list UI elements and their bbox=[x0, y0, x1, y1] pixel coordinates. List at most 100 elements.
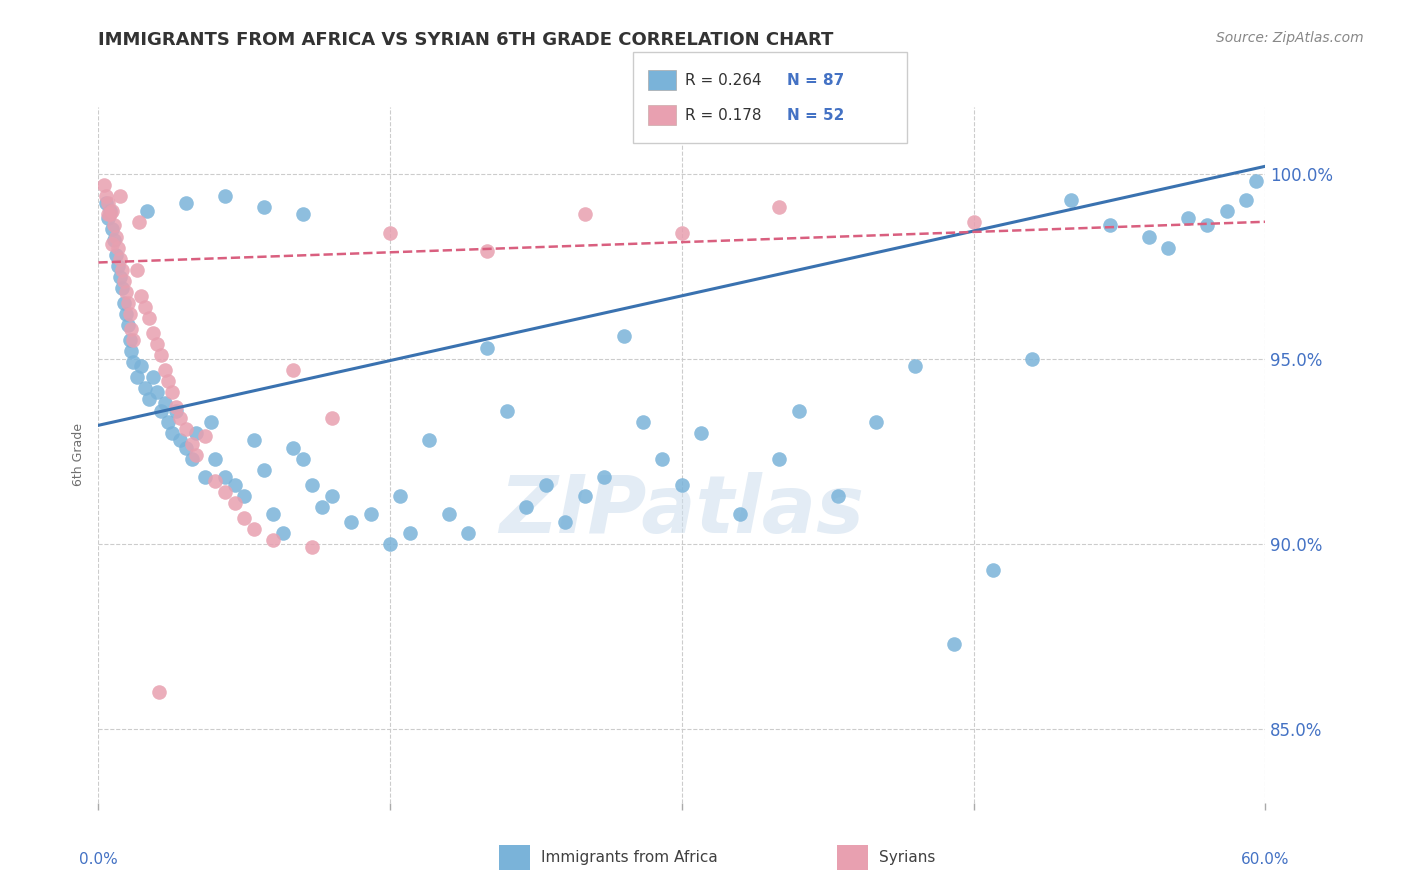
Point bbox=[118, 307, 141, 321]
Point bbox=[388, 489, 411, 503]
Point bbox=[128, 215, 150, 229]
Point bbox=[107, 241, 129, 255]
Point bbox=[671, 477, 693, 491]
Point bbox=[174, 422, 197, 436]
Point bbox=[281, 441, 304, 455]
Point bbox=[169, 411, 191, 425]
Point bbox=[180, 437, 202, 451]
Text: N = 52: N = 52 bbox=[787, 108, 845, 122]
Point bbox=[262, 533, 284, 547]
Point bbox=[169, 433, 191, 447]
Text: N = 87: N = 87 bbox=[787, 73, 845, 87]
Point bbox=[827, 489, 849, 503]
Point bbox=[728, 507, 751, 521]
Point bbox=[117, 296, 139, 310]
Point bbox=[104, 229, 127, 244]
Point bbox=[612, 329, 634, 343]
Text: R = 0.178: R = 0.178 bbox=[685, 108, 761, 122]
Point bbox=[148, 685, 170, 699]
Point bbox=[153, 396, 176, 410]
Point bbox=[233, 511, 256, 525]
Point bbox=[97, 211, 120, 225]
Point bbox=[243, 433, 266, 447]
Point bbox=[534, 477, 557, 491]
Point bbox=[97, 207, 120, 221]
Point bbox=[378, 226, 402, 240]
Text: ZIPatlas: ZIPatlas bbox=[499, 472, 865, 549]
Text: R = 0.264: R = 0.264 bbox=[685, 73, 761, 87]
Point bbox=[378, 537, 402, 551]
Point bbox=[101, 237, 124, 252]
Point bbox=[768, 451, 790, 466]
Point bbox=[165, 400, 187, 414]
Point bbox=[162, 384, 184, 399]
Point bbox=[97, 196, 120, 211]
Point bbox=[671, 226, 693, 240]
Point bbox=[291, 207, 314, 221]
Point bbox=[865, 415, 887, 429]
Point bbox=[574, 207, 596, 221]
Point bbox=[98, 203, 121, 218]
Point bbox=[174, 441, 197, 455]
Point bbox=[184, 448, 207, 462]
Point bbox=[146, 337, 169, 351]
Point bbox=[321, 489, 343, 503]
Point bbox=[1234, 193, 1257, 207]
Point bbox=[121, 322, 143, 336]
Point bbox=[477, 244, 499, 259]
Point bbox=[631, 415, 654, 429]
Point bbox=[118, 333, 141, 347]
Point bbox=[311, 500, 333, 514]
Point bbox=[1060, 193, 1083, 207]
Point bbox=[271, 525, 294, 540]
Point bbox=[184, 425, 207, 440]
Point bbox=[103, 233, 125, 247]
Point bbox=[593, 470, 616, 484]
Text: Syrians: Syrians bbox=[879, 850, 935, 864]
Point bbox=[477, 341, 499, 355]
Point bbox=[108, 252, 131, 266]
Point bbox=[96, 196, 118, 211]
Point bbox=[301, 477, 323, 491]
Point bbox=[111, 281, 134, 295]
Point bbox=[112, 296, 135, 310]
Point bbox=[96, 189, 118, 203]
Point bbox=[301, 541, 323, 555]
Point bbox=[108, 270, 131, 285]
Point bbox=[136, 203, 159, 218]
Point bbox=[200, 415, 222, 429]
Point bbox=[233, 489, 256, 503]
Point bbox=[114, 307, 136, 321]
Point bbox=[690, 425, 713, 440]
Point bbox=[1137, 229, 1160, 244]
Point bbox=[98, 207, 121, 221]
Point bbox=[111, 263, 134, 277]
Point bbox=[112, 274, 135, 288]
Point bbox=[1215, 203, 1237, 218]
Point bbox=[214, 189, 236, 203]
Point bbox=[281, 363, 304, 377]
Text: 0.0%: 0.0% bbox=[79, 852, 118, 867]
Point bbox=[93, 178, 115, 192]
Point bbox=[157, 374, 180, 388]
Point bbox=[103, 219, 125, 233]
Point bbox=[153, 363, 176, 377]
Point bbox=[1157, 241, 1180, 255]
Point bbox=[224, 496, 246, 510]
Point bbox=[787, 403, 810, 417]
Point bbox=[121, 344, 143, 359]
Point bbox=[134, 381, 156, 395]
Point bbox=[127, 370, 149, 384]
Point bbox=[224, 477, 246, 491]
Point bbox=[904, 359, 927, 373]
Point bbox=[262, 507, 284, 521]
Point bbox=[214, 470, 236, 484]
Point bbox=[174, 196, 197, 211]
Point bbox=[138, 392, 160, 407]
Point bbox=[554, 515, 576, 529]
Point bbox=[457, 525, 479, 540]
Point bbox=[108, 189, 131, 203]
Point bbox=[651, 451, 673, 466]
Point bbox=[291, 451, 314, 466]
Point bbox=[1244, 174, 1267, 188]
